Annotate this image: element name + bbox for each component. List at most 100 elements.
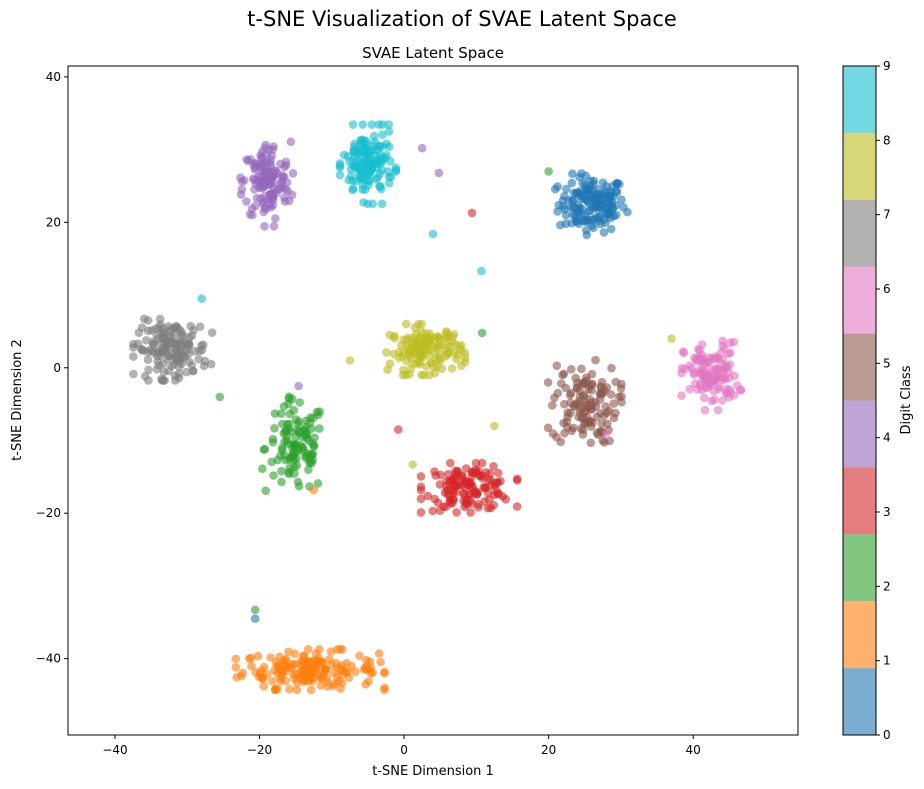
scatter-point — [430, 467, 439, 476]
y-tick-label: −40 — [36, 652, 61, 666]
scatter-point — [577, 364, 586, 374]
scatter-point — [174, 338, 183, 347]
scatter-point — [562, 184, 571, 194]
colorbar-segments — [843, 66, 876, 735]
scatter-point — [292, 461, 302, 470]
scatter-point — [543, 378, 553, 387]
colorbar-segment — [843, 132, 876, 200]
scatter-point — [489, 462, 498, 471]
scatter-point — [736, 385, 745, 395]
scatter-point — [348, 176, 357, 185]
scatter-point — [272, 168, 282, 178]
scatter-point — [377, 199, 387, 209]
scatter-point — [559, 369, 569, 379]
scatter-point — [250, 605, 260, 615]
scatter-point — [361, 680, 370, 689]
scatter-point — [587, 369, 597, 379]
scatter-point — [556, 437, 565, 447]
scatter-point — [269, 142, 278, 151]
scatter-point — [374, 649, 384, 658]
scatter-point — [276, 409, 286, 419]
scatter-point — [447, 364, 457, 373]
scatter-point — [428, 506, 438, 516]
scatter-point — [295, 398, 305, 407]
colorbar-tick-label: 1 — [883, 654, 891, 668]
scatter-point — [441, 333, 451, 343]
scatter-point — [287, 190, 297, 200]
scatter-point — [701, 359, 710, 368]
scatter-point — [310, 433, 319, 443]
scatter-point — [478, 474, 487, 483]
y-axis-ticks: −40 −20 0 20 40 — [36, 70, 68, 666]
scatter-point — [251, 667, 260, 677]
colorbar-segment — [843, 601, 876, 669]
scatter-point — [197, 345, 207, 355]
scatter-point — [279, 402, 289, 411]
scatter-point — [592, 428, 602, 438]
scatter-point — [302, 416, 311, 426]
scatter-point — [191, 346, 200, 356]
scatter-point — [308, 449, 318, 459]
y-axis-label: t-SNE Dimension 2 — [10, 339, 25, 461]
scatter-point — [585, 394, 594, 404]
x-tick-label: −40 — [102, 743, 127, 757]
scatter-point — [160, 329, 169, 339]
scatter-point — [416, 472, 426, 481]
scatter-point — [471, 458, 481, 468]
colorbar-segment — [843, 534, 876, 602]
scatter-point — [460, 502, 469, 512]
scatter-point — [378, 130, 387, 139]
scatter-point — [467, 208, 477, 218]
scatter-point — [351, 667, 360, 677]
scatter-point — [189, 325, 198, 335]
scatter-point — [315, 424, 324, 433]
scatter-point — [729, 391, 739, 400]
colorbar-segment — [843, 333, 876, 401]
scatter-point — [605, 436, 614, 446]
scatter-point — [477, 458, 487, 468]
scatter-point — [384, 120, 394, 129]
scatter-point — [306, 685, 316, 695]
scatter-point — [385, 359, 395, 369]
scatter-point — [720, 374, 730, 383]
scatter-point — [729, 337, 739, 347]
x-axis-ticks: −40 −20 0 20 40 — [102, 735, 701, 757]
colorbar-segment — [843, 400, 876, 468]
scatter-point — [575, 172, 584, 182]
scatter-point — [284, 647, 293, 657]
scatter-point — [553, 388, 563, 398]
scatter-point — [707, 396, 716, 406]
scatter-point — [276, 177, 286, 187]
scatter-point — [139, 345, 148, 355]
scatter-point — [696, 369, 706, 379]
scatter-point — [359, 198, 368, 207]
plot-area: −40 −20 0 20 40 −40 −20 0 20 40 — [36, 65, 799, 757]
scatter-point — [172, 351, 182, 361]
scatter-point — [617, 379, 626, 389]
scatter-point — [143, 355, 153, 365]
scatter-point — [177, 327, 186, 337]
scatter-point — [419, 370, 429, 380]
scatter-point — [591, 197, 600, 206]
scatter-point — [700, 405, 710, 415]
scatter-point — [166, 349, 175, 359]
chart-title: SVAE Latent Space — [362, 44, 504, 62]
scatter-point — [265, 180, 274, 189]
scatter-point — [323, 682, 333, 691]
scatter-point — [380, 685, 389, 695]
scatter-point — [408, 460, 418, 469]
colorbar-label: Digit Class — [899, 365, 914, 434]
scatter-point — [167, 361, 176, 371]
scatter-point — [434, 354, 444, 364]
x-tick-label: 0 — [400, 743, 408, 757]
scatter-point — [693, 385, 702, 394]
scatter-point — [560, 429, 569, 438]
scatter-point — [346, 164, 356, 174]
scatter-points — [129, 120, 746, 695]
scatter-point — [256, 194, 265, 203]
scatter-point — [304, 465, 313, 475]
scatter-point — [286, 137, 296, 147]
scatter-point — [512, 502, 522, 511]
scatter-point — [565, 390, 575, 400]
scatter-point — [415, 357, 424, 367]
